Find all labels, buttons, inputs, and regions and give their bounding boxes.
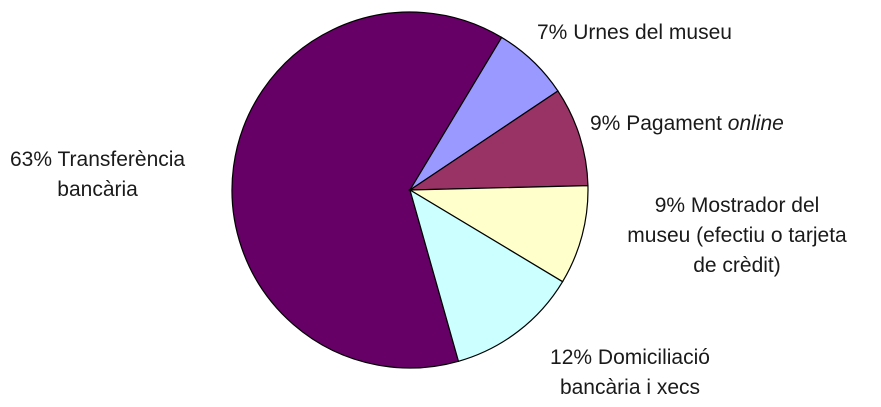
label-mostrador-pct: 9% [654,194,686,217]
pie-slice-0 [231,11,503,369]
label-mostrador: 9% Mostrador del museu (efectiu o tarjet… [598,191,876,281]
label-pagament: 9% Pagament online [590,109,784,139]
label-urnes-pct: 7% [537,21,568,44]
label-mostrador-line1: Mostrador del [690,194,820,217]
label-transferencia-pct: 63% [10,148,53,171]
label-transferencia-line2: bancària [57,178,138,201]
label-mostrador-line3: de crèdit) [693,254,781,277]
pie-slice-4 [409,188,564,363]
pie-slice-2 [407,90,589,191]
label-urnes: 7% Urnes del museu [537,18,732,48]
label-domiciliacio-line1: Domiciliació [597,346,710,369]
label-domiciliacio-pct: 12% [550,346,593,369]
label-domiciliacio: 12% Domiciliació bancària i xecs [530,343,730,403]
label-transferencia: 63% Transferència bancària [10,145,185,205]
label-pagament-text: Pagament [626,112,722,135]
label-pagament-italic: online [727,112,784,135]
label-transferencia-line1: Transferència [57,148,186,171]
pie-slice-3 [407,185,589,283]
label-mostrador-line2: museu (efectiu o tarjeta [627,224,847,247]
pie-slices [231,11,589,369]
label-pagament-pct: 9% [590,112,621,135]
label-urnes-text: Urnes del museu [573,21,732,44]
label-domiciliacio-line2: bancària i xecs [559,376,701,399]
